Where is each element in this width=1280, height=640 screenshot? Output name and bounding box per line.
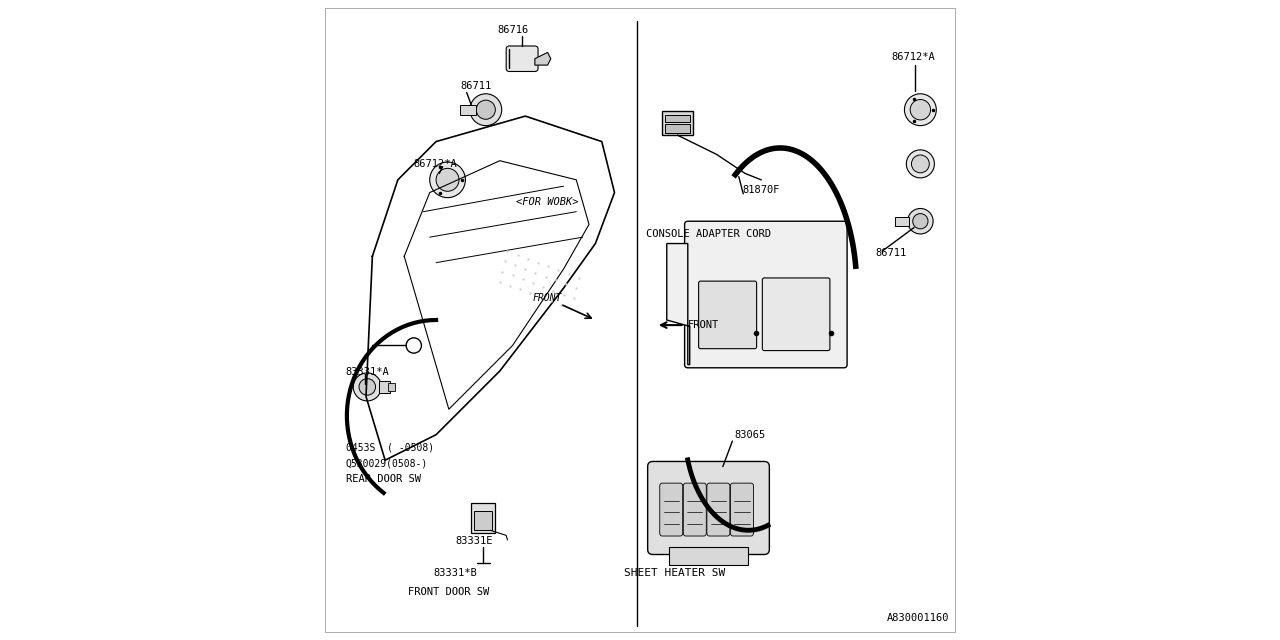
Text: 83065: 83065	[735, 430, 765, 440]
Text: 83331*A: 83331*A	[346, 367, 389, 378]
Circle shape	[908, 209, 933, 234]
Text: FRONT: FRONT	[532, 292, 562, 303]
Text: REAR DOOR SW: REAR DOOR SW	[346, 474, 421, 484]
Text: 83331E: 83331E	[456, 536, 493, 547]
Text: 86711: 86711	[876, 248, 908, 259]
FancyBboxPatch shape	[659, 483, 682, 536]
FancyBboxPatch shape	[685, 221, 847, 368]
FancyBboxPatch shape	[699, 281, 756, 349]
Bar	[461, 104, 476, 115]
Text: 86712*A: 86712*A	[892, 52, 936, 62]
Text: CONSOLE ADAPTER CORD: CONSOLE ADAPTER CORD	[646, 229, 772, 239]
Circle shape	[905, 94, 936, 125]
Text: A830001160: A830001160	[887, 612, 948, 623]
Text: SHEET HEATER SW: SHEET HEATER SW	[625, 568, 726, 578]
Circle shape	[436, 168, 460, 191]
Bar	[895, 217, 909, 226]
FancyBboxPatch shape	[506, 46, 538, 72]
Circle shape	[913, 214, 928, 229]
Bar	[662, 111, 692, 135]
FancyBboxPatch shape	[648, 461, 769, 554]
Circle shape	[906, 150, 934, 178]
Text: 86712*A: 86712*A	[413, 159, 457, 169]
Text: <FOR WOBK>: <FOR WOBK>	[516, 197, 579, 207]
Circle shape	[911, 155, 929, 173]
Text: FRONT: FRONT	[687, 320, 719, 330]
FancyBboxPatch shape	[731, 483, 754, 536]
Polygon shape	[667, 244, 690, 365]
Circle shape	[430, 162, 466, 198]
Bar	[664, 115, 690, 122]
Text: 0453S  ( -0508): 0453S ( -0508)	[346, 443, 434, 452]
Text: 81870F: 81870F	[742, 184, 780, 195]
Bar	[668, 547, 749, 565]
Bar	[388, 383, 396, 391]
Bar	[379, 381, 390, 394]
FancyBboxPatch shape	[763, 278, 829, 351]
Bar	[475, 511, 493, 531]
Circle shape	[476, 100, 495, 119]
Text: 83331*B: 83331*B	[434, 568, 477, 578]
Circle shape	[910, 100, 931, 120]
FancyBboxPatch shape	[684, 483, 707, 536]
Bar	[471, 503, 495, 534]
Circle shape	[470, 94, 502, 125]
Text: 86711: 86711	[461, 81, 492, 92]
Circle shape	[358, 379, 375, 395]
Bar	[664, 124, 690, 133]
Text: FRONT DOOR SW: FRONT DOOR SW	[408, 588, 489, 597]
Text: 86716: 86716	[497, 25, 529, 35]
FancyBboxPatch shape	[707, 483, 730, 536]
Polygon shape	[535, 52, 550, 65]
Text: Q530029(0508-): Q530029(0508-)	[346, 459, 428, 468]
Circle shape	[353, 373, 381, 401]
